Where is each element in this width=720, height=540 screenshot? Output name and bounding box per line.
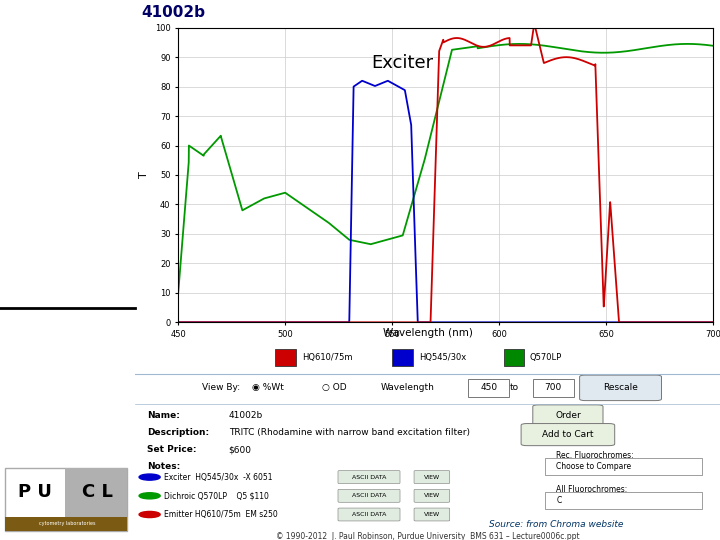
Text: TRITC (Rhodamine with narrow band excitation filter): TRITC (Rhodamine with narrow band excita… xyxy=(229,428,469,437)
Circle shape xyxy=(139,492,160,499)
Text: 41002b: 41002b xyxy=(229,411,263,421)
Text: © 1990-2012  J. Paul Robinson, Purdue University  BMS 631 – Lecture0006c.ppt: © 1990-2012 J. Paul Robinson, Purdue Uni… xyxy=(276,532,580,540)
Text: Source: from Chroma website: Source: from Chroma website xyxy=(489,520,624,529)
Text: VIEW: VIEW xyxy=(424,494,440,498)
Text: VIEW: VIEW xyxy=(424,475,440,480)
Text: Order: Order xyxy=(555,411,581,421)
Text: HQ545/30x: HQ545/30x xyxy=(419,353,466,362)
Text: to: to xyxy=(510,383,518,393)
Text: ◉ %Wt: ◉ %Wt xyxy=(252,383,284,393)
Text: ASCII DATA: ASCII DATA xyxy=(352,494,386,498)
Text: HQ610/75m: HQ610/75m xyxy=(302,353,352,362)
FancyBboxPatch shape xyxy=(6,517,127,531)
Text: Q570LP: Q570LP xyxy=(530,353,562,362)
Text: ASCII DATA: ASCII DATA xyxy=(352,475,386,480)
Text: Exciter: Exciter xyxy=(372,54,433,72)
Text: Name:: Name: xyxy=(147,411,179,421)
Text: 41002b: 41002b xyxy=(141,5,205,20)
FancyBboxPatch shape xyxy=(338,471,400,483)
FancyBboxPatch shape xyxy=(6,468,127,531)
FancyBboxPatch shape xyxy=(338,508,400,521)
FancyBboxPatch shape xyxy=(521,423,615,446)
FancyBboxPatch shape xyxy=(544,458,703,475)
Text: Choose to Compare: Choose to Compare xyxy=(557,462,631,471)
Text: C: C xyxy=(557,496,562,505)
Text: Exciter  HQ545/30x  -X 6051: Exciter HQ545/30x -X 6051 xyxy=(164,472,273,482)
Text: View By:: View By: xyxy=(202,383,240,393)
Text: ASCII DATA: ASCII DATA xyxy=(352,512,386,517)
FancyBboxPatch shape xyxy=(414,471,450,483)
Text: 450: 450 xyxy=(480,383,498,393)
Text: Set Price:: Set Price: xyxy=(147,446,196,454)
Text: Rescale: Rescale xyxy=(603,383,638,393)
Text: 700: 700 xyxy=(544,383,562,393)
FancyBboxPatch shape xyxy=(469,379,509,397)
FancyBboxPatch shape xyxy=(65,468,127,531)
Y-axis label: T: T xyxy=(139,172,149,178)
Text: Rec. Fluorochromes:: Rec. Fluorochromes: xyxy=(557,450,634,460)
FancyBboxPatch shape xyxy=(338,489,400,502)
Text: Notes:: Notes: xyxy=(147,462,180,471)
FancyBboxPatch shape xyxy=(392,349,413,367)
FancyBboxPatch shape xyxy=(414,489,450,502)
Text: Wavelength (nm): Wavelength (nm) xyxy=(382,328,472,338)
Text: Dichroic Q570LP    Q5 $110: Dichroic Q570LP Q5 $110 xyxy=(164,491,269,500)
FancyBboxPatch shape xyxy=(503,349,524,367)
FancyBboxPatch shape xyxy=(414,508,450,521)
Text: P U: P U xyxy=(18,483,52,502)
Text: ○ OD: ○ OD xyxy=(323,383,347,393)
Circle shape xyxy=(139,474,160,480)
Text: Add to Cart: Add to Cart xyxy=(542,430,594,439)
Text: C L: C L xyxy=(82,483,112,502)
Text: All Fluorochromes:: All Fluorochromes: xyxy=(557,484,627,494)
FancyBboxPatch shape xyxy=(533,379,574,397)
Text: VIEW: VIEW xyxy=(424,512,440,517)
Circle shape xyxy=(139,511,160,517)
FancyBboxPatch shape xyxy=(275,349,296,367)
Text: $600: $600 xyxy=(229,446,251,454)
Text: Emitter HQ610/75m  EM s250: Emitter HQ610/75m EM s250 xyxy=(164,510,278,519)
FancyBboxPatch shape xyxy=(544,492,703,509)
Text: Description:: Description: xyxy=(147,428,209,437)
FancyBboxPatch shape xyxy=(580,375,662,401)
Text: Wavelength: Wavelength xyxy=(381,383,435,393)
Text: cytometry laboratories: cytometry laboratories xyxy=(40,521,96,526)
FancyBboxPatch shape xyxy=(533,405,603,427)
